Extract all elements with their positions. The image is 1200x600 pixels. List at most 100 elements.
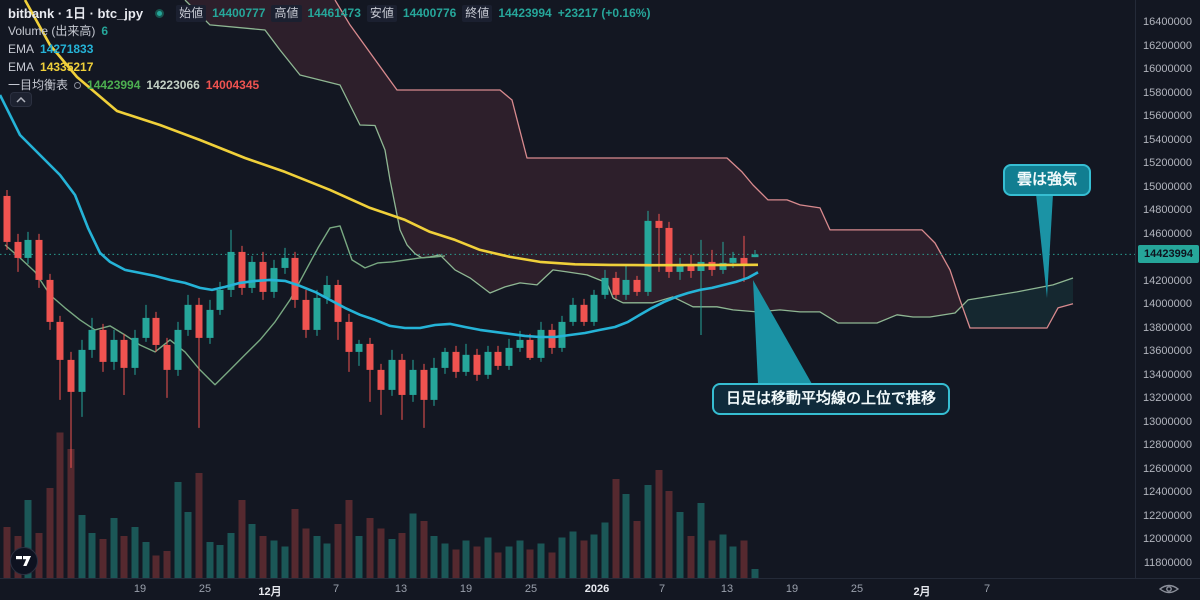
open-value: 14400777: [212, 5, 266, 20]
candle-body: [24, 239, 32, 258]
volume-bar: [163, 551, 171, 578]
volume-bar: [697, 503, 705, 578]
volume-bar: [281, 546, 289, 578]
price-axis-label: 15400000: [1143, 133, 1192, 146]
price-axis-label: 14800000: [1143, 204, 1192, 217]
ema-fast-line[interactable]: [0, 94, 759, 339]
candle-body: [366, 343, 374, 370]
indicator-row-ema-slow[interactable]: EMA 14335217: [8, 58, 650, 76]
volume-bar: [633, 521, 641, 578]
volume-bar: [537, 543, 545, 578]
candle-body: [655, 220, 663, 228]
candle-body: [537, 329, 545, 358]
volume-bar: [655, 470, 663, 578]
price-axis-label: 12000000: [1143, 533, 1192, 546]
candle-body: [484, 351, 492, 375]
candle-body: [697, 261, 705, 271]
volume-bar: [323, 543, 331, 578]
candle-body: [452, 351, 460, 372]
time-axis-label: 19: [133, 583, 147, 595]
candle-body: [644, 220, 652, 292]
price-axis-label: 12600000: [1143, 462, 1192, 475]
senkou-span-b-line[interactable]: [334, 0, 1074, 329]
price-axis-label: 13200000: [1143, 392, 1192, 405]
volume-bar: [270, 540, 278, 578]
volume-bar: [248, 524, 256, 578]
candle-body: [719, 262, 727, 270]
volume-bar: [99, 539, 107, 578]
volume-bar: [398, 533, 406, 578]
candle-body: [580, 304, 588, 322]
price-axis-label: 12200000: [1143, 509, 1192, 522]
volume-bar: [238, 500, 246, 578]
price-axis[interactable]: 14423994 16400000 16200000 16000000 1580000…: [1135, 0, 1200, 578]
time-axis-label: 13: [720, 583, 734, 595]
time-axis-label: 2026: [584, 583, 610, 595]
symbol-row[interactable]: bitbank · 1日 · btc_jpy 始値 14400777 高値 14…: [8, 4, 650, 22]
volume-bar: [548, 552, 556, 578]
volume-bar: [366, 518, 374, 578]
ichimoku-chikou-value: 14423994: [87, 77, 141, 92]
annotation-pointer: [1036, 194, 1053, 298]
indicator-row-volume[interactable]: Volume (出来高) 6: [8, 22, 650, 40]
volume-bar: [430, 536, 438, 578]
candle-body: [184, 304, 192, 330]
volume-bar: [46, 488, 54, 578]
time-axis-label: 7: [983, 583, 991, 595]
tradingview-logo-icon[interactable]: [10, 547, 38, 575]
indicator-row-ichimoku[interactable]: 一目均衡表 14423994 14223066 14004345: [8, 76, 650, 94]
candle-body: [420, 369, 428, 400]
legend-panel: bitbank · 1日 · btc_jpy 始値 14400777 高値 14…: [8, 4, 650, 94]
volume-bar: [120, 536, 128, 578]
candle-body: [238, 251, 246, 288]
volume-bar: [719, 534, 727, 578]
time-axis-label: 25: [524, 583, 538, 595]
ema-slow-line[interactable]: [23, 0, 759, 267]
volume-bar: [78, 515, 86, 578]
time-axis-label: 25: [198, 583, 212, 595]
volume-bar: [687, 536, 695, 578]
annotation-pointer: [753, 280, 812, 384]
ichimoku-source-icon: [74, 81, 82, 89]
last-price-badge: 14423994: [1138, 245, 1199, 264]
ichimoku-senkou-a-value: 14223066: [146, 77, 200, 92]
eye-icon[interactable]: [1158, 581, 1180, 597]
candle-body: [35, 239, 43, 280]
indicator-row-ema-fast[interactable]: EMA 14271833: [8, 40, 650, 58]
candle-body: [99, 329, 107, 362]
volume-bar: [494, 552, 502, 578]
volume-bar: [334, 524, 342, 578]
time-axis[interactable]: 19 25 12月 7 13 19 25 2026 7 13 19 25 2月 7: [0, 578, 1200, 600]
volume-bar: [409, 513, 417, 578]
ema-fast-label: EMA: [8, 41, 35, 56]
ema-fast-value: 14271833: [40, 41, 94, 56]
volume-bar: [473, 546, 481, 578]
price-axis-label: 14200000: [1143, 274, 1192, 287]
candle-body: [612, 277, 620, 295]
candle-body: [302, 299, 310, 330]
chart-canvas[interactable]: [0, 0, 1135, 578]
ichimoku-cloud: [185, 0, 962, 323]
candle-body: [505, 347, 513, 366]
price-axis-label: 13000000: [1143, 415, 1192, 428]
volume-bar: [622, 494, 630, 578]
annotation-cloud-bullish[interactable]: 雲は強気: [1003, 164, 1092, 196]
volume-bar: [612, 479, 620, 578]
collapse-legend-button[interactable]: [10, 92, 32, 107]
candle-body: [313, 297, 321, 330]
candle-body: [548, 329, 556, 348]
market-open-icon[interactable]: [155, 8, 165, 18]
candle-body: [494, 351, 502, 366]
volume-bar: [388, 539, 396, 578]
chikou-span-line[interactable]: [4, 225, 446, 386]
candle-body: [174, 329, 182, 370]
senkou-span-a-line[interactable]: [184, 0, 1074, 324]
candle-body: [355, 343, 363, 352]
candle-body: [46, 279, 54, 322]
candle-body: [345, 321, 353, 352]
candle-body: [163, 344, 171, 370]
volume-bar: [302, 528, 310, 578]
chevron-up-icon: [16, 96, 26, 103]
annotation-above-ma[interactable]: 日足は移動平均線の上位で推移: [712, 383, 951, 415]
candle-body: [388, 359, 396, 390]
